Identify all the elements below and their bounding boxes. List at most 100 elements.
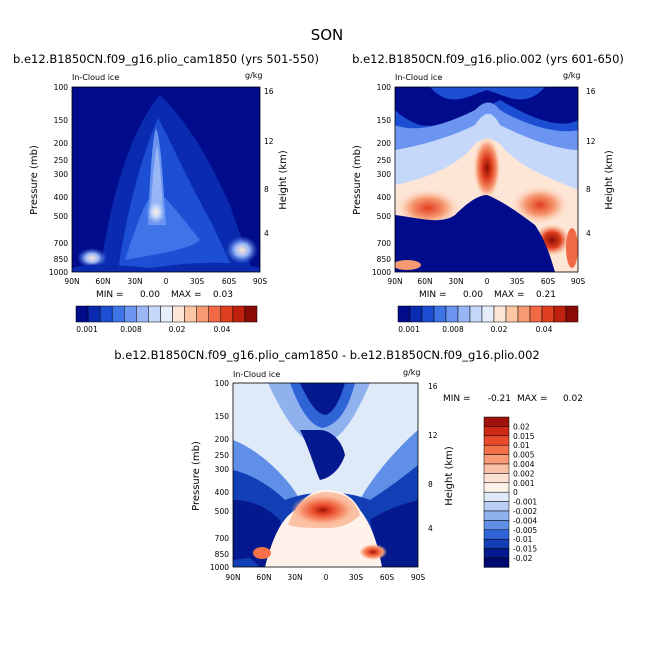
legend-level-label: -0.005 (513, 526, 537, 535)
legend-swatch (483, 444, 510, 455)
panel-3-min-value: -0.21 (488, 394, 511, 404)
panel-1-units: g/kg (245, 71, 262, 80)
panel-2-ytick: 700 (377, 239, 392, 248)
panel-3-max-label: MAX = (517, 394, 548, 404)
legend-swatch (483, 491, 510, 502)
colorbar-swatch (136, 305, 149, 323)
panel-1-xtick: 60N (95, 277, 110, 286)
legend-level-label: 0.002 (513, 469, 535, 478)
panel-3-ytick: 850 (215, 550, 230, 559)
panel-2-min-value: 0.00 (463, 290, 483, 300)
colorbar-swatch (87, 305, 101, 323)
colorbar-swatch (409, 305, 423, 323)
panel-1-ytick: 850 (54, 255, 69, 264)
panel-3-xtick: 30N (287, 573, 302, 582)
panel-2-xtick: 30S (510, 277, 525, 286)
colorbar-swatch (505, 305, 519, 323)
panel-2-y-ticks: 100 150 200 250 300 400 500 700 850 1000 (372, 83, 391, 277)
colorbar-swatch (493, 305, 507, 323)
panel-2-ytick: 300 (377, 170, 392, 179)
legend-swatch (483, 501, 510, 512)
colorbar-swatch (469, 305, 483, 323)
panel-3-max-value: 0.02 (563, 394, 583, 404)
legend-level-label: 0.001 (513, 479, 535, 488)
panel-3-title: b.e12.B1850CN.f09_g16.plio_cam1850 - b.e… (114, 348, 539, 362)
colorbar-swatch (111, 305, 125, 323)
panel-3-x-ticks: 90N 60N 30N 0 30S 60S 90S (225, 573, 425, 582)
legend-swatch (483, 416, 510, 427)
panel-3-ytick: 700 (215, 534, 230, 543)
panel-1-cbar-tick: 0.02 (169, 325, 186, 334)
legend-swatch (483, 520, 510, 531)
panel-3-ytick: 500 (215, 507, 230, 516)
legend-level-label: -0.004 (513, 516, 537, 525)
panel-2-cbar-tick: 0.008 (442, 325, 464, 334)
panel-1-yrtick: 4 (264, 229, 269, 238)
legend-swatch (483, 426, 510, 437)
panel-3-xtick: 90S (411, 573, 426, 582)
panel-1-min-label: MIN = (96, 290, 124, 300)
panel-3-xtick: 90N (225, 573, 240, 582)
panel-2-yrtick: 8 (586, 185, 591, 194)
panel-1-xtick: 30N (127, 277, 142, 286)
panel-1-ytick: 100 (54, 83, 69, 92)
panel-2-ytick: 100 (377, 83, 392, 92)
panel-1-ytick: 400 (54, 193, 69, 202)
colorbar-swatch (148, 305, 161, 323)
panel-1-ytick: 1000 (49, 268, 68, 277)
legend-swatch (483, 454, 510, 465)
panel-1-variable-label: In-Cloud ice (72, 73, 119, 82)
panel-2-ytick: 500 (377, 212, 392, 221)
panel-1-yrtick: 12 (264, 137, 274, 146)
panel-1-cbar-tick: 0.04 (214, 325, 231, 334)
panel-3-ytick: 1000 (210, 563, 229, 572)
legend-level-label: 0.01 (513, 441, 530, 450)
panel-3-variable-label: In-Cloud ice (233, 370, 280, 379)
legend-swatch (483, 529, 510, 540)
panel-2-max-label: MAX = (494, 290, 525, 300)
colorbar-swatch (75, 305, 89, 323)
panel-1-xtick: 30S (190, 277, 205, 286)
panel-3-xtick: 30S (349, 573, 364, 582)
panel-1-title: b.e12.B1850CN.f09_g16.plio_cam1850 (yrs … (13, 52, 319, 66)
panel-2-field (395, 87, 578, 272)
legend-swatch (483, 510, 510, 521)
panel-2-ytick: 850 (377, 255, 392, 264)
colorbar-swatch (220, 305, 234, 323)
legend-level-label: -0.001 (513, 498, 537, 507)
panel-3-y-ticks: 100 150 200 250 300 400 500 700 850 1000 (210, 379, 229, 572)
panel-2-xtick: 0 (485, 277, 490, 286)
panel-2-ytick: 400 (377, 193, 392, 202)
legend-swatch (483, 463, 510, 474)
panel-1-yrtick: 8 (264, 185, 269, 194)
legend-level-label: 0.015 (513, 432, 535, 441)
panel-1-xtick: 90S (253, 277, 268, 286)
panel-1: b.e12.B1850CN.f09_g16.plio_cam1850 (yrs … (13, 52, 319, 334)
colorbar-swatch (172, 305, 185, 323)
panel-2-title: b.e12.B1850CN.f09_g16.plio.002 (yrs 601-… (352, 52, 624, 66)
panel-3-legend: 0.020.0150.010.0050.0040.0020.0010-0.001… (483, 416, 537, 568)
colorbar-swatch (517, 305, 531, 323)
panel-1-ytick: 250 (54, 156, 69, 165)
colorbar-swatch (433, 305, 447, 323)
panel-2-min-label: MIN = (419, 290, 447, 300)
legend-level-label: 0.02 (513, 422, 530, 431)
legend-level-label: -0.002 (513, 507, 537, 516)
panel-2-yrtick: 4 (586, 229, 591, 238)
panel-3-ytick: 150 (215, 412, 230, 421)
panel-2-ytick: 150 (377, 116, 392, 125)
colorbar-swatch (99, 305, 113, 323)
legend-swatch (483, 473, 510, 484)
panel-2-xtick: 60N (417, 277, 432, 286)
legend-level-label: 0.004 (513, 460, 535, 469)
panel-3-field (233, 383, 418, 567)
panel-1-ylabel-right: Height (km) (278, 150, 289, 210)
legend-swatch (483, 435, 510, 446)
legend-level-label: -0.015 (513, 545, 537, 554)
panel-3-y-right-ticks: 16 12 8 4 (428, 382, 438, 533)
panel-3-yrtick: 16 (428, 382, 438, 391)
colorbar-swatch (481, 305, 495, 323)
panel-3-units: g/kg (403, 368, 420, 377)
legend-level-label: -0.01 (513, 535, 533, 544)
colorbar-swatch (565, 305, 579, 323)
